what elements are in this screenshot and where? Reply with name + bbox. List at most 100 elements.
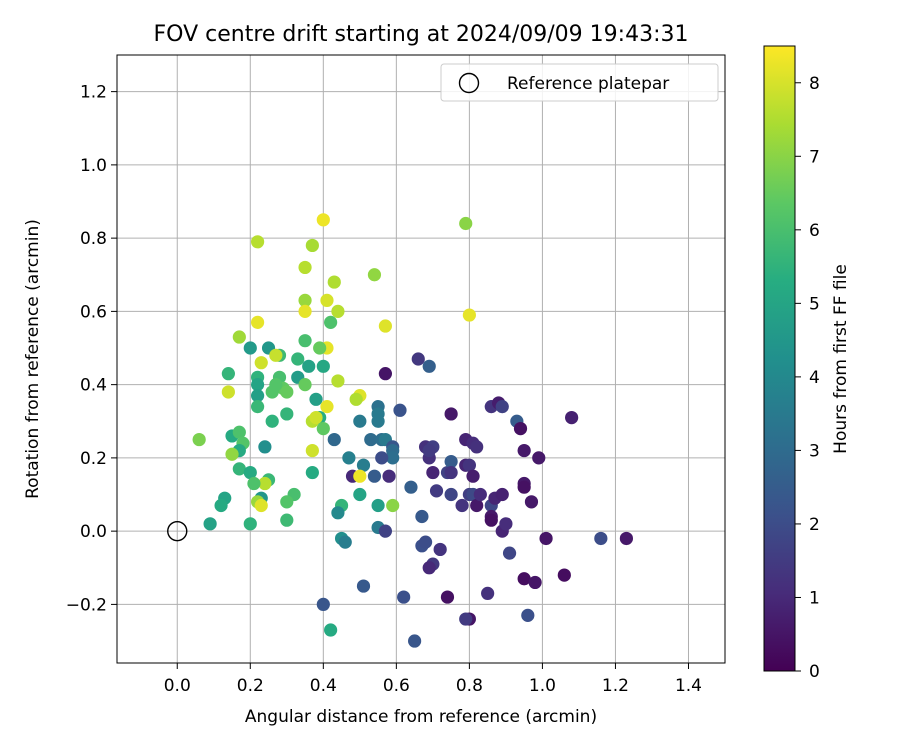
scatter-point	[513, 421, 528, 436]
scatter-point	[338, 535, 352, 549]
scatter-point	[386, 451, 400, 465]
scatter-point	[353, 487, 367, 502]
x-tick-label: 0.0	[164, 676, 191, 696]
colorbar: 0 1 2 3 4 5 6 7 8 Hours from first FF file	[763, 45, 851, 682]
scatter-point	[349, 392, 363, 406]
y-tick-label: −0.2	[66, 595, 107, 615]
y-axis-ticks: −0.2 0.0 0.2 0.4 0.6 0.8 1.0 1.2	[66, 83, 117, 615]
chart-title: FOV centre drift starting at 2024/09/09 …	[154, 22, 689, 47]
scatter-point	[565, 411, 579, 425]
scatter-point	[316, 359, 330, 373]
scatter-point	[280, 407, 294, 421]
scatter-point	[470, 498, 484, 513]
scatter-point	[298, 304, 312, 318]
colorbar-tick-label: 6	[809, 221, 820, 241]
scatter-point	[364, 432, 378, 447]
scatter-point	[269, 348, 283, 362]
scatter-point	[517, 480, 531, 494]
scatter-point	[221, 367, 235, 381]
x-tick-label: 1.2	[602, 676, 629, 696]
colorbar-gradient	[763, 45, 796, 672]
scatter-point	[517, 443, 531, 458]
scatter-point	[324, 315, 338, 329]
scatter-point	[356, 579, 371, 593]
scatter-point	[356, 458, 371, 472]
scatter-point	[473, 487, 487, 502]
scatter-point	[225, 447, 239, 461]
scatter-point	[557, 568, 571, 582]
x-axis-ticks: 0.0 0.2 0.4 0.6 0.8 1.0 1.2 1.4	[164, 663, 702, 696]
scatter-point	[320, 400, 334, 414]
scatter-point	[418, 535, 433, 549]
scatter-point	[214, 498, 228, 513]
colorbar-tick-label: 8	[809, 74, 820, 94]
colorbar-tick-label: 7	[809, 147, 820, 167]
scatter-point	[433, 542, 447, 557]
scatter-point	[232, 330, 246, 344]
scatter-point	[367, 469, 382, 483]
scatter-points	[192, 213, 634, 648]
scatter-point	[466, 469, 480, 483]
scatter-point	[371, 498, 385, 513]
scatter-point	[298, 260, 312, 275]
scatter-point	[243, 465, 257, 480]
x-tick-label: 1.4	[675, 676, 702, 696]
y-axis-label: Rotation from reference (arcmin)	[23, 219, 43, 499]
scatter-point	[250, 389, 265, 403]
plot-area: 0.0 0.2 0.4 0.6 0.8 1.0 1.2 1.4 −0.20.00.20.40.…	[66, 54, 726, 696]
scatter-point	[470, 440, 484, 454]
scatter-point	[524, 495, 539, 509]
x-tick-label: 0.2	[237, 676, 264, 696]
y-tick-label: 0.0	[80, 522, 107, 542]
scatter-point	[309, 392, 323, 406]
scatter-point	[422, 561, 436, 575]
scatter-point	[429, 484, 444, 498]
x-axis-label: Angular distance from reference (arcmin)	[245, 707, 597, 727]
scatter-point	[291, 352, 305, 366]
scatter-point	[269, 378, 283, 392]
scatter-point	[353, 469, 367, 483]
y-tick-label: 1.2	[80, 83, 107, 103]
scatter-point	[528, 575, 542, 590]
scatter-point	[221, 385, 235, 399]
scatter-point	[462, 308, 476, 322]
scatter-point	[298, 378, 312, 392]
colorbar-tick-label: 0	[809, 662, 820, 682]
scatter-point	[444, 454, 458, 469]
scatter-point	[305, 238, 319, 253]
scatter-point	[462, 458, 476, 472]
scatter-point	[324, 623, 338, 637]
scatter-point	[254, 356, 268, 370]
scatter-point	[327, 275, 341, 289]
y-tick-label: 0.4	[80, 376, 107, 396]
axes-frame	[116, 54, 726, 664]
scatter-point	[298, 334, 312, 348]
scatter-point	[455, 498, 469, 513]
scatter-point	[316, 597, 330, 611]
scatter-point	[371, 414, 385, 428]
grid	[117, 55, 725, 663]
scatter-point	[250, 235, 265, 249]
colorbar-tick-label: 2	[809, 515, 820, 535]
scatter-point	[444, 407, 458, 421]
scatter-point	[232, 462, 246, 476]
scatter-point	[280, 513, 294, 527]
colorbar-tick-label: 5	[809, 294, 820, 314]
scatter-point	[404, 480, 418, 494]
legend-label: Reference platepar	[507, 74, 669, 94]
scatter-point	[444, 487, 458, 502]
scatter-point	[386, 498, 400, 513]
y-tick-label: 1.0	[80, 156, 107, 176]
scatter-point	[250, 378, 265, 392]
scatter-point	[331, 374, 345, 388]
legend: Reference platepar	[440, 63, 719, 102]
scatter-point	[305, 443, 319, 458]
scatter-point	[247, 476, 261, 491]
scatter-point	[378, 367, 392, 381]
scatter-point	[320, 293, 334, 307]
scatter-point	[539, 531, 553, 546]
scatter-point	[393, 403, 407, 417]
scatter-point	[203, 517, 217, 531]
scatter-point	[484, 513, 498, 527]
scatter-point	[250, 400, 265, 414]
